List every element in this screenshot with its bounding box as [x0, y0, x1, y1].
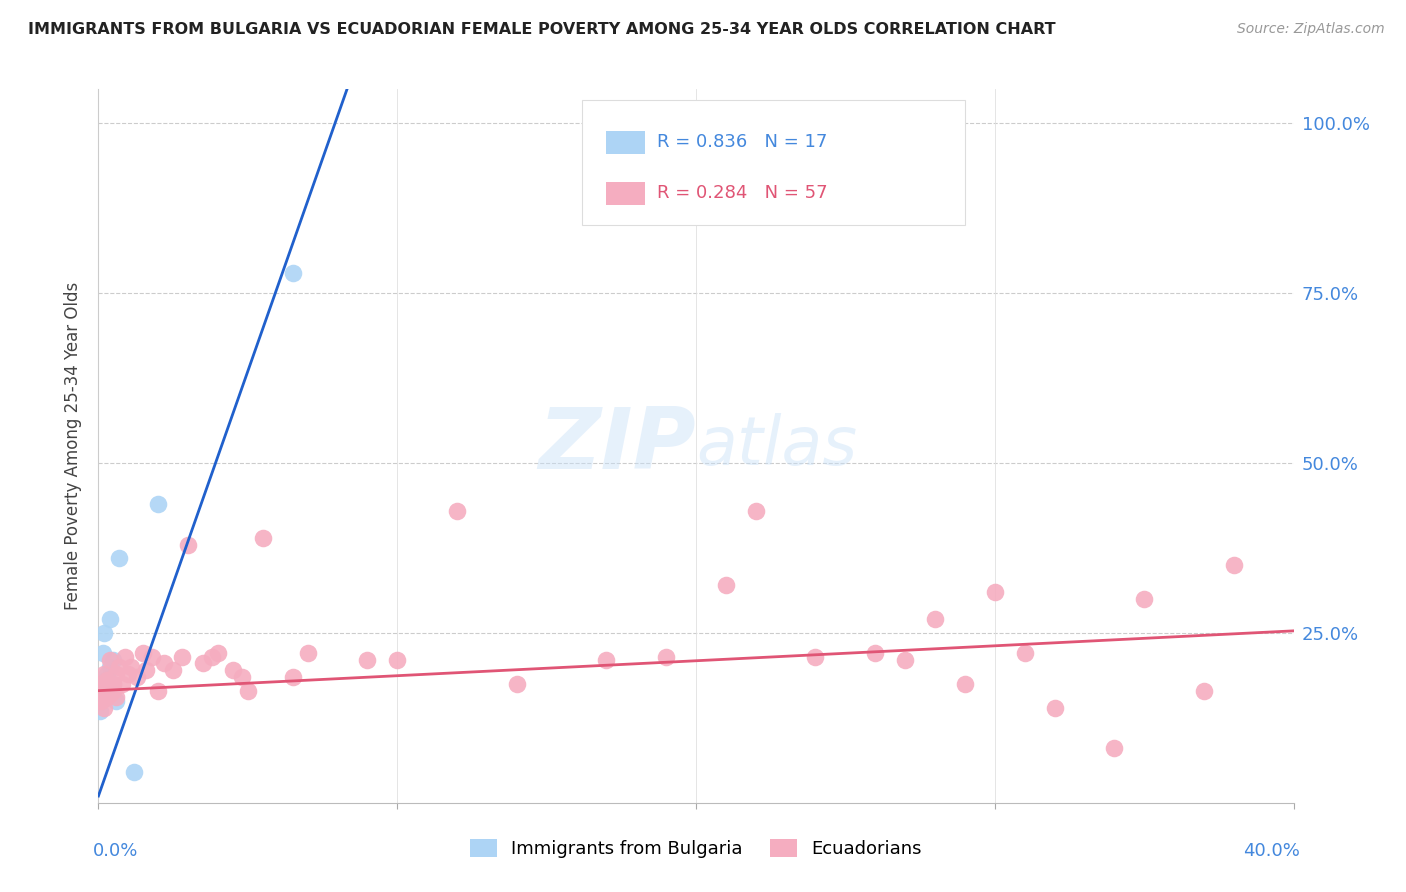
Point [162, 663, 184, 677]
Point [93, 626, 115, 640]
Point [865, 646, 887, 660]
Point [93, 700, 115, 714]
Point [1133, 591, 1156, 606]
Point [506, 677, 529, 691]
Point [153, 657, 176, 671]
Point [98, 653, 122, 667]
Point [105, 694, 128, 708]
Text: R = 0.284   N = 57: R = 0.284 N = 57 [657, 185, 827, 202]
Point [1043, 700, 1066, 714]
Point [201, 649, 224, 664]
Point [98, 612, 122, 626]
Point [222, 663, 245, 677]
Point [90, 694, 112, 708]
Point [1192, 683, 1215, 698]
FancyBboxPatch shape [606, 131, 644, 153]
Point [141, 649, 163, 664]
Point [96, 687, 118, 701]
Point [1223, 558, 1246, 572]
Y-axis label: Female Poverty Among 25-34 Year Olds: Female Poverty Among 25-34 Year Olds [65, 282, 83, 610]
Point [96, 666, 118, 681]
Text: R = 0.836   N = 17: R = 0.836 N = 17 [657, 134, 827, 152]
Point [93, 666, 115, 681]
Point [655, 649, 678, 664]
Point [236, 683, 259, 698]
Point [103, 653, 125, 667]
Text: IMMIGRANTS FROM BULGARIA VS ECUADORIAN FEMALE POVERTY AMONG 25-34 YEAR OLDS CORR: IMMIGRANTS FROM BULGARIA VS ECUADORIAN F… [28, 22, 1056, 37]
Point [1104, 741, 1126, 756]
Point [281, 670, 304, 684]
Point [148, 497, 170, 511]
Legend: Immigrants from Bulgaria, Ecuadorians: Immigrants from Bulgaria, Ecuadorians [463, 831, 929, 865]
Point [103, 683, 125, 698]
Point [745, 503, 768, 517]
Point [356, 653, 378, 667]
Point [111, 677, 134, 691]
Point [172, 649, 194, 664]
Point [984, 585, 1007, 599]
Point [1014, 646, 1036, 660]
Point [124, 765, 146, 780]
Point [252, 531, 274, 545]
Point [191, 657, 214, 671]
Point [385, 653, 409, 667]
Point [114, 649, 136, 664]
Text: 40.0%: 40.0% [1243, 842, 1299, 860]
Point [804, 649, 827, 664]
Point [89, 687, 111, 701]
Point [108, 660, 131, 674]
Point [281, 266, 304, 280]
Point [98, 660, 122, 674]
Text: 0.0%: 0.0% [93, 842, 138, 860]
FancyBboxPatch shape [606, 182, 644, 205]
Point [132, 646, 155, 660]
Point [89, 704, 111, 718]
Point [117, 666, 139, 681]
Point [446, 503, 468, 517]
Point [953, 677, 976, 691]
Point [90, 677, 112, 691]
Point [595, 653, 617, 667]
Point [924, 612, 946, 626]
Point [135, 663, 157, 677]
Point [91, 646, 114, 660]
Point [103, 677, 125, 691]
Point [94, 673, 117, 688]
Text: atlas: atlas [696, 413, 858, 479]
Point [105, 690, 128, 705]
Point [90, 694, 112, 708]
Point [96, 690, 118, 705]
Point [714, 578, 737, 592]
Point [207, 646, 229, 660]
Point [177, 537, 200, 551]
Point [105, 666, 128, 681]
Point [148, 683, 170, 698]
Point [103, 677, 125, 691]
Point [98, 687, 122, 701]
Point [120, 660, 142, 674]
Point [93, 680, 115, 694]
FancyBboxPatch shape [582, 100, 965, 225]
Point [96, 673, 118, 688]
Text: ZIP: ZIP [538, 404, 696, 488]
Point [108, 551, 131, 566]
Text: Source: ZipAtlas.com: Source: ZipAtlas.com [1237, 22, 1385, 37]
Point [894, 653, 917, 667]
Point [297, 646, 319, 660]
Point [91, 680, 114, 694]
Point [127, 670, 149, 684]
Point [231, 670, 253, 684]
